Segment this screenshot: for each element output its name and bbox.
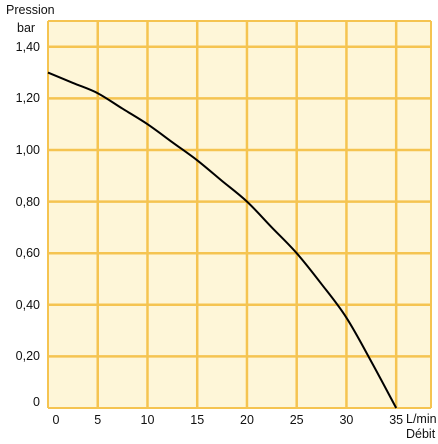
y-tick-label: 0,40 [15,297,40,312]
y-tick-label: 0,20 [15,349,40,364]
y-tick-label: 1,00 [15,143,40,157]
y-axis-label-line1: Pression [6,3,55,17]
y-tick-label: 1,20 [15,91,40,106]
y-tick-label: 1,40 [15,39,40,54]
x-tick-label: 15 [190,413,205,427]
x-axis-unit: L/min [406,412,437,426]
x-tick-label: 30 [339,413,354,427]
x-tick-label: 10 [140,413,155,427]
x-tick-label: 20 [240,413,254,427]
y-tick-label: 0,60 [15,246,40,261]
x-tick-label: 35 [389,413,404,427]
x-axis-label: Débit [406,427,436,441]
y-tick-label: 0 [33,395,40,409]
grid [47,20,432,409]
series-line [47,71,398,409]
y-tick-label: 0,80 [15,194,40,209]
y-axis-unit: bar [17,21,36,35]
x-tick-label: 25 [289,413,304,427]
plot-background [48,21,431,408]
x-tick-label: 5 [94,413,102,427]
x-tick-label: 0 [52,413,60,427]
